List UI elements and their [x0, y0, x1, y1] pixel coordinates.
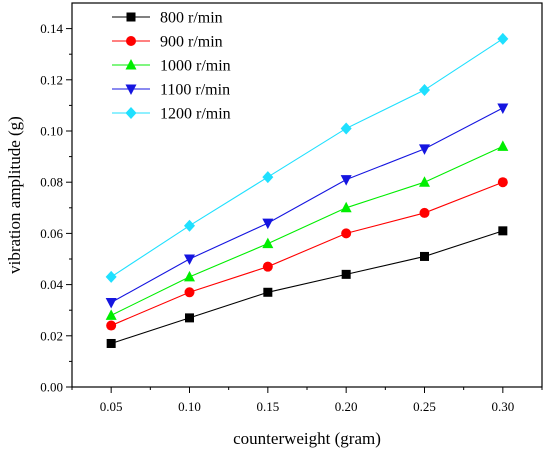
series-4 [105, 32, 509, 283]
data-point [497, 32, 509, 45]
data-point [340, 201, 352, 213]
y-tick-label: 0.06 [40, 226, 63, 241]
y-axis-label: vibration amplitude (g) [5, 116, 24, 274]
y-tick-label: 0.00 [40, 380, 63, 395]
x-tick-label: 0.30 [491, 399, 514, 414]
series-2 [105, 140, 509, 320]
data-point [341, 269, 351, 279]
data-point [263, 287, 273, 297]
legend-marker [126, 12, 136, 22]
y-tick-label: 0.10 [40, 124, 63, 139]
legend-marker [125, 84, 137, 95]
data-point [262, 218, 274, 230]
data-point [106, 338, 116, 348]
y-tick-label: 0.02 [40, 328, 63, 343]
x-tick-label: 0.20 [335, 399, 358, 414]
legend-item: 1000 r/min [112, 58, 231, 75]
series-1 [106, 177, 508, 331]
data-point [184, 254, 195, 265]
data-point [419, 84, 430, 97]
x-axis: 0.05 0.10 0.15 0.20 0.25 0.30 [71, 387, 543, 414]
y-tick-label: 0.14 [40, 21, 63, 36]
data-point [262, 261, 273, 272]
series-line [110, 230, 504, 345]
x-tick-label: 0.05 [100, 399, 123, 414]
data-point [420, 251, 429, 261]
legend-item: 1100 r/min [112, 82, 230, 99]
data-point [262, 237, 274, 249]
data-point [419, 176, 430, 187]
series-line [110, 107, 504, 304]
series-0 [106, 226, 508, 348]
legend-label: 900 r/min [160, 34, 223, 51]
data-point [341, 228, 352, 239]
data-point [185, 313, 194, 323]
data-point [184, 219, 195, 232]
legend: 800 r/min 900 r/min 1000 r/min 1100 r/min 12… [112, 10, 231, 123]
data-point [340, 122, 352, 135]
data-point [419, 207, 430, 218]
legend-item: 1200 r/min [112, 106, 231, 123]
legend-item: 800 r/min [112, 10, 223, 27]
series-layer [105, 32, 509, 348]
data-point [262, 171, 274, 184]
legend-label: 1200 r/min [160, 106, 231, 123]
y-axis: 0.00 0.02 0.04 0.06 0.08 0.10 0.12 0.14 [40, 21, 72, 395]
series-line [110, 38, 504, 278]
data-point [184, 287, 195, 298]
legend-label: 1000 r/min [160, 58, 231, 75]
data-point [106, 320, 117, 331]
data-point [105, 309, 117, 320]
x-tick-label: 0.25 [413, 399, 436, 414]
legend-label: 800 r/min [160, 10, 223, 27]
data-point [184, 270, 195, 282]
legend-marker [125, 107, 137, 119]
data-point [105, 298, 117, 309]
data-point [419, 144, 430, 155]
data-point [498, 226, 508, 236]
legend-label: 1100 r/min [160, 82, 230, 99]
y-tick-label: 0.04 [40, 277, 63, 292]
x-tick-label: 0.10 [178, 399, 201, 414]
legend-marker [125, 59, 137, 70]
data-point [497, 177, 508, 188]
data-point [340, 175, 352, 186]
series-3 [105, 103, 509, 309]
data-point [497, 103, 509, 114]
x-axis-label: counterweight (gram) [233, 429, 381, 448]
data-point [105, 270, 117, 283]
legend-item: 900 r/min [112, 34, 223, 51]
legend-marker [126, 36, 136, 46]
data-point [497, 140, 509, 151]
y-tick-label: 0.12 [40, 72, 63, 87]
series-line [110, 145, 504, 316]
x-tick-label: 0.15 [256, 399, 279, 414]
series-line [110, 181, 504, 327]
y-tick-label: 0.08 [40, 175, 63, 190]
